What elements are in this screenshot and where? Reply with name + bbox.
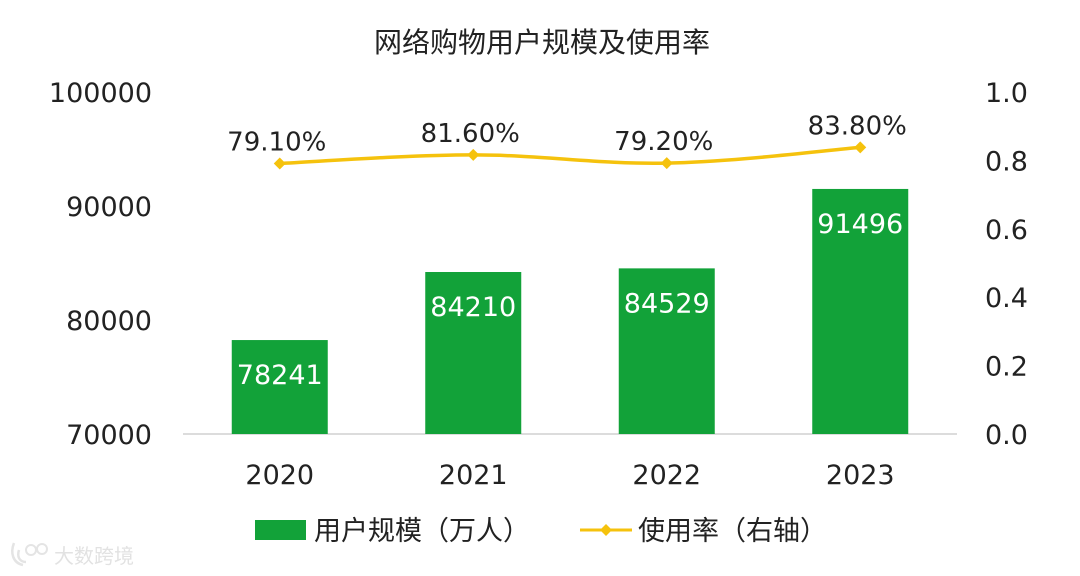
usage-rate-point xyxy=(854,141,867,154)
bar-value-label: 78241 xyxy=(237,360,323,391)
x-tick-label: 2023 xyxy=(826,460,895,491)
legend: 用户规模（万人） 使用率（右轴） xyxy=(255,516,827,547)
right-y-tick-label: 1.0 xyxy=(985,78,1028,109)
legend-line-label: 使用率（右轴） xyxy=(638,516,827,547)
bar xyxy=(425,272,522,434)
x-tick-label: 2022 xyxy=(632,460,701,491)
right-y-tick-label: 0.0 xyxy=(985,420,1028,451)
watermark-text: 大数跨境 xyxy=(54,544,134,568)
right-y-tick-label: 0.2 xyxy=(985,352,1028,383)
usage-rate-point xyxy=(467,148,480,161)
usage-rate-point xyxy=(273,157,286,170)
legend-line-marker xyxy=(600,524,612,536)
legend-bar-swatch xyxy=(255,520,306,540)
usage-rate-label: 81.60% xyxy=(421,119,520,149)
bar xyxy=(812,188,909,434)
bar xyxy=(231,340,328,434)
right-y-tick-label: 0.4 xyxy=(985,283,1028,314)
usage-rate-point xyxy=(660,157,673,170)
right-y-axis: 0.0 0.2 0.4 0.6 0.8 1.0 xyxy=(985,78,1028,451)
bar xyxy=(618,268,715,434)
bar-value-label: 84210 xyxy=(430,292,516,323)
left-y-tick-label: 90000 xyxy=(66,192,152,223)
bar-value-label: 84529 xyxy=(624,288,710,319)
x-tick-label: 2021 xyxy=(439,460,508,491)
usage-rate-line xyxy=(279,145,861,166)
line-series: 79.10% 81.60% 79.20% 83.80% xyxy=(227,111,907,170)
watermark: 大数跨境 xyxy=(11,542,134,568)
watermark-logo-icon xyxy=(11,542,48,567)
legend-bar-label: 用户规模（万人） xyxy=(314,516,530,547)
left-y-tick-label: 80000 xyxy=(66,306,152,337)
bar-series: 78241 84210 84529 91496 xyxy=(231,188,909,434)
x-tick-label: 2020 xyxy=(245,460,314,491)
left-y-tick-label: 70000 xyxy=(66,420,152,451)
usage-rate-label: 83.80% xyxy=(808,111,907,141)
usage-rate-label: 79.20% xyxy=(614,127,713,157)
left-y-tick-label: 100000 xyxy=(49,78,152,109)
chart-title: 网络购物用户规模及使用率 xyxy=(374,26,710,59)
bar-value-label: 91496 xyxy=(817,209,903,240)
left-y-axis: 70000 80000 90000 100000 xyxy=(49,78,152,451)
x-axis: 2020 2021 2022 2023 xyxy=(245,460,894,491)
right-y-tick-label: 0.6 xyxy=(985,215,1028,246)
right-y-tick-label: 0.8 xyxy=(985,146,1028,177)
usage-rate-label: 79.10% xyxy=(227,127,326,157)
